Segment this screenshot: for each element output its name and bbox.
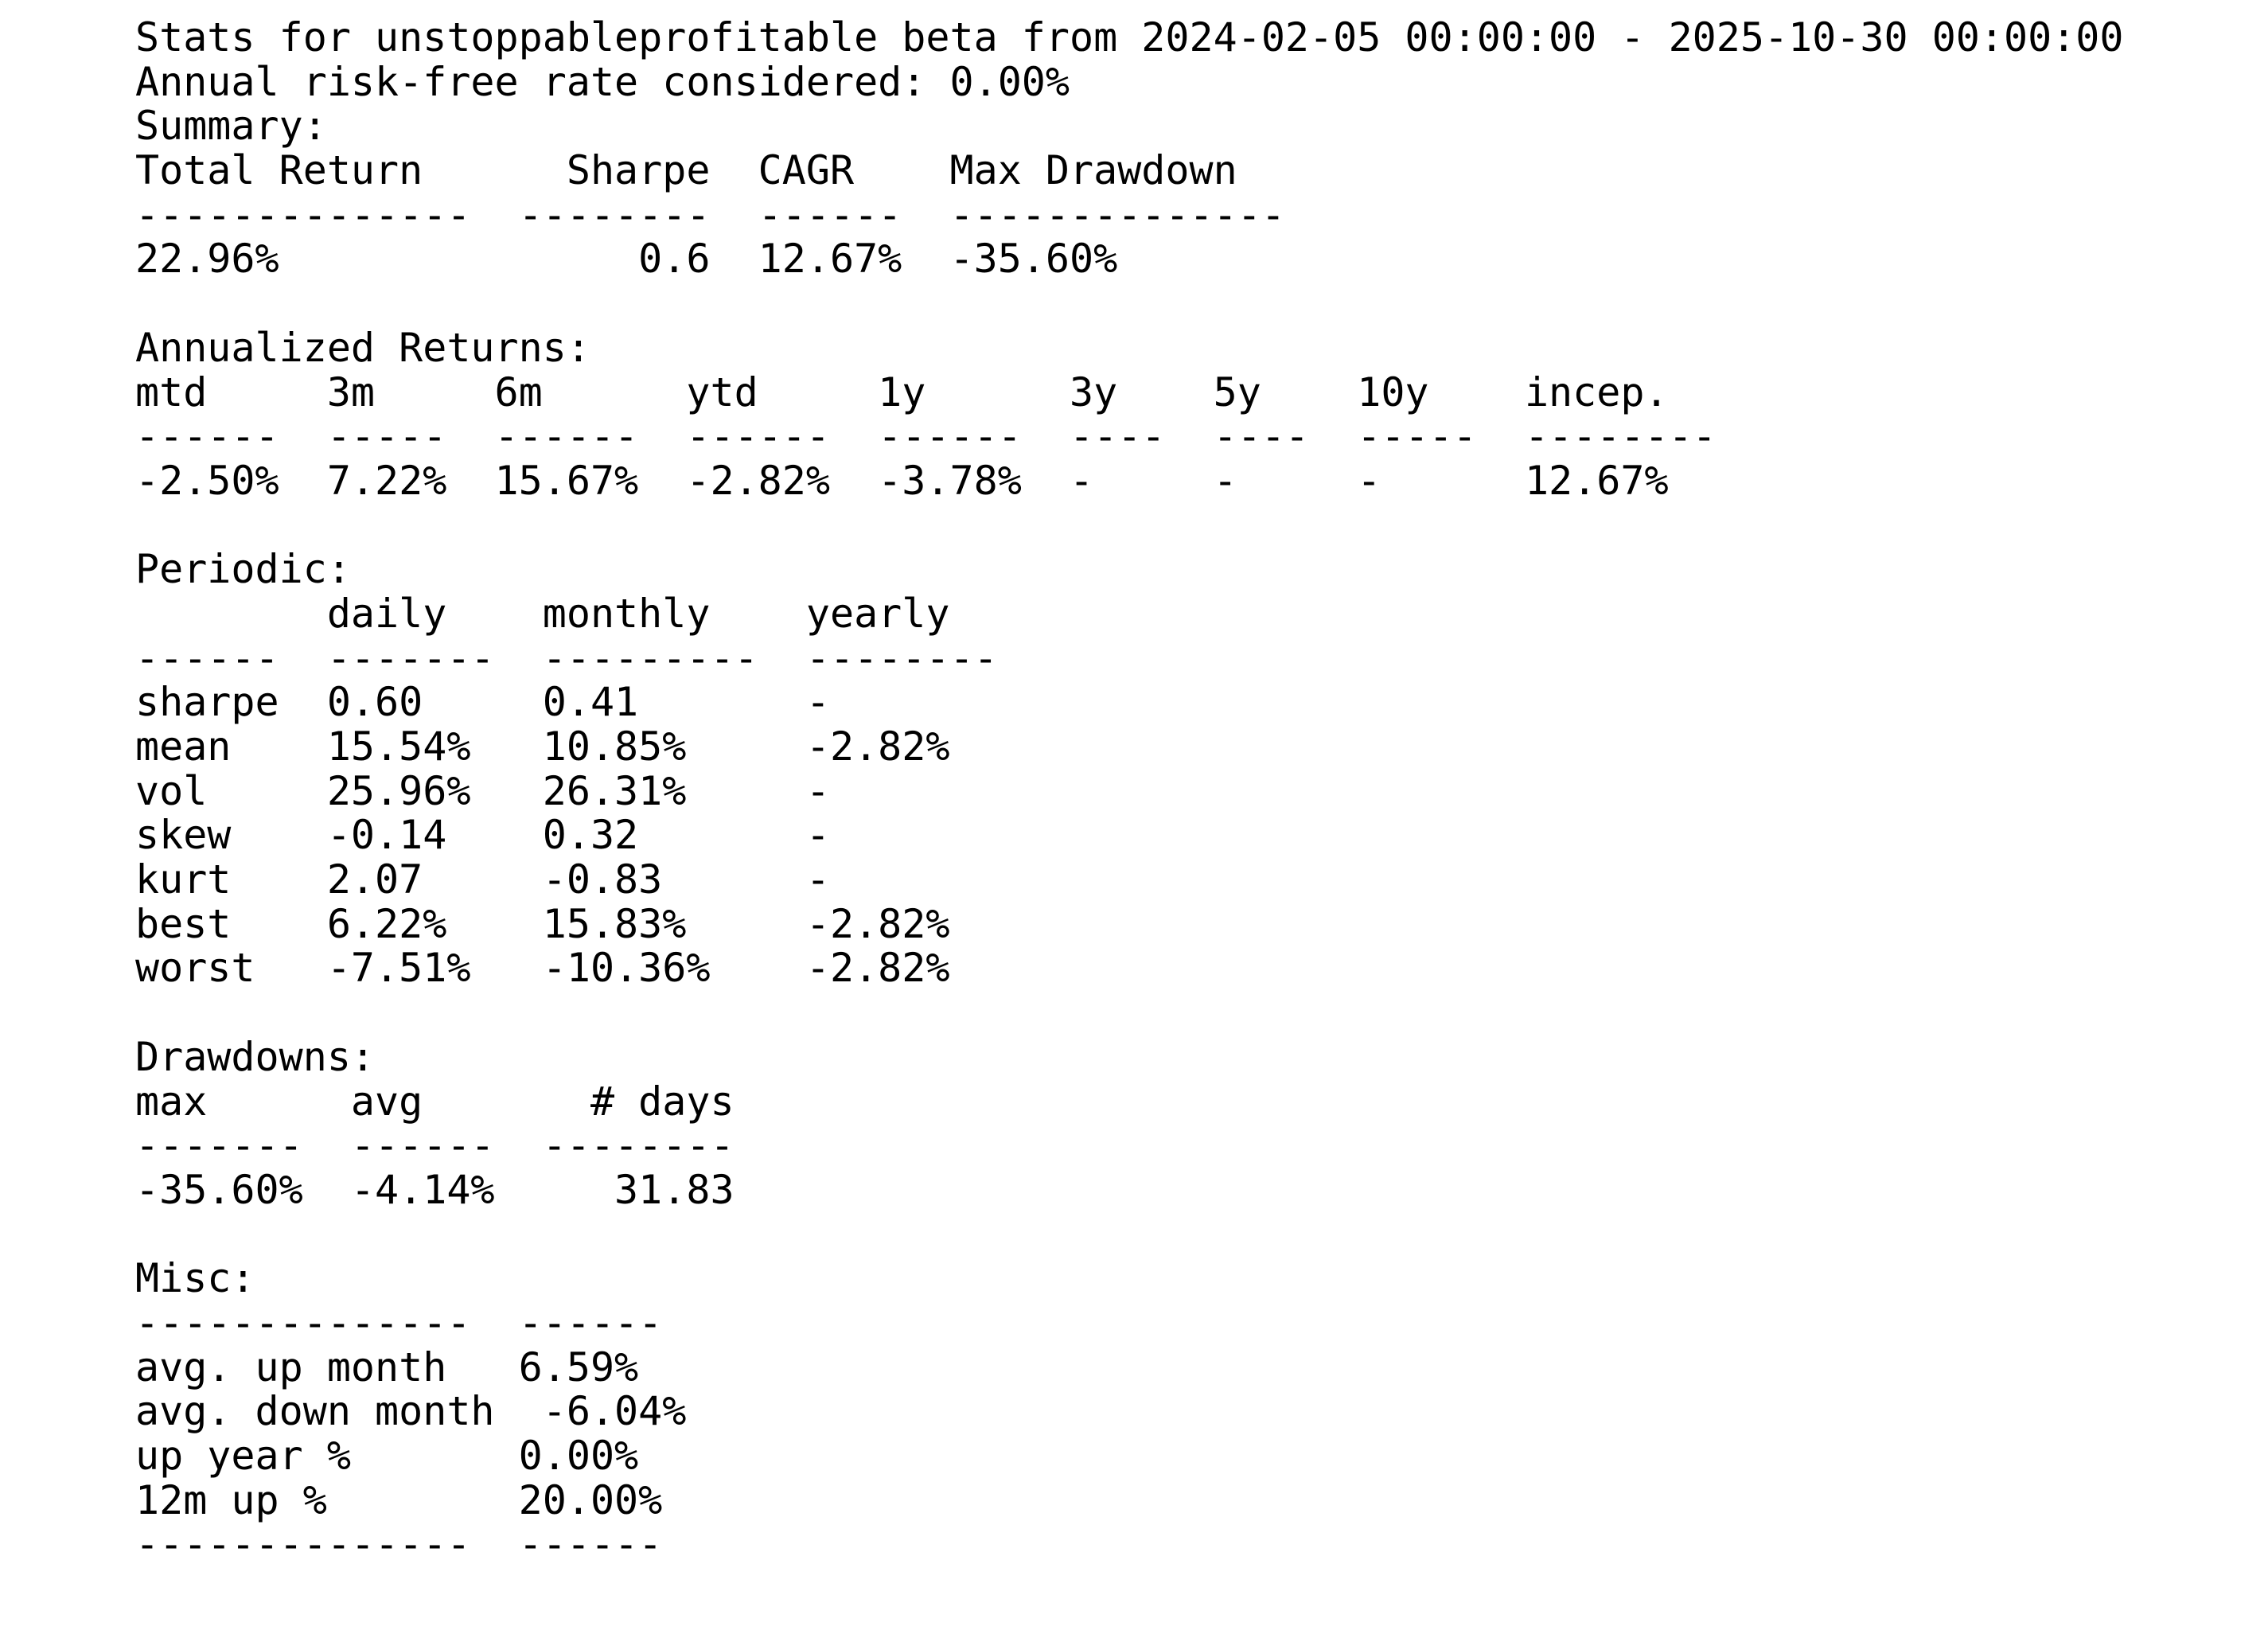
blank-line xyxy=(135,282,2124,326)
report-title-line: Stats for unstoppableprofitable beta fro… xyxy=(135,14,2124,60)
blank-line xyxy=(135,1213,2124,1258)
annualized-returns-heading: Annualized Returns: xyxy=(135,324,590,371)
summary-heading: Summary: xyxy=(135,103,327,150)
periodic-rule: ------ ------- --------- -------- xyxy=(135,634,998,681)
periodic-row-kurt: kurt 2.07 -0.83 - xyxy=(135,856,830,903)
summary-header-row: Total Return Sharpe CAGR Max Drawdown xyxy=(135,147,1237,194)
blank-line xyxy=(135,991,2124,1035)
drawdowns-rule: ------- ------ -------- xyxy=(135,1122,735,1169)
periodic-row-worst: worst -7.51% -10.36% -2.82% xyxy=(135,945,950,992)
misc-row-avg-down-month: avg. down month -6.04% xyxy=(135,1388,687,1435)
periodic-row-skew: skew -0.14 0.32 - xyxy=(135,812,830,859)
periodic-row-best: best 6.22% 15.83% -2.82% xyxy=(135,900,950,947)
annualized-rule: ------ ----- ------ ------ ------ ---- -… xyxy=(135,413,1717,460)
misc-rule-bottom: -------------- ------ xyxy=(135,1521,663,1568)
drawdowns-heading: Drawdowns: xyxy=(135,1033,376,1080)
periodic-row-mean: mean 15.54% 10.85% -2.82% xyxy=(135,723,950,770)
periodic-heading: Periodic: xyxy=(135,546,351,593)
stats-report: Stats for unstoppableprofitable beta fro… xyxy=(135,14,2124,1568)
misc-row-avg-up-month: avg. up month 6.59% xyxy=(135,1343,639,1390)
summary-rule: -------------- -------- ------ ---------… xyxy=(135,191,1285,238)
summary-values-row: 22.96% 0.6 12.67% -35.60% xyxy=(135,236,1118,283)
misc-rule-top: -------------- ------ xyxy=(135,1299,663,1346)
annualized-header-row: mtd 3m 6m ytd 1y 3y 5y 10y incep. xyxy=(135,369,1669,415)
annualized-values-row: -2.50% 7.22% 15.67% -2.82% -3.78% - - - … xyxy=(135,457,1669,504)
drawdowns-values-row: -35.60% -4.14% 31.83 xyxy=(135,1166,735,1213)
misc-heading: Misc: xyxy=(135,1255,255,1302)
misc-row-12m-up: 12m up % 20.00% xyxy=(135,1476,663,1523)
periodic-header-row: daily monthly yearly xyxy=(135,590,950,637)
drawdowns-header-row: max avg # days xyxy=(135,1078,735,1125)
misc-row-up-year: up year % 0.00% xyxy=(135,1433,639,1479)
periodic-row-vol: vol 25.96% 26.31% - xyxy=(135,767,830,814)
periodic-row-sharpe: sharpe 0.60 0.41 - xyxy=(135,679,830,726)
blank-line xyxy=(135,504,2124,548)
risk-free-rate-line: Annual risk-free rate considered: 0.00% xyxy=(135,58,1070,105)
